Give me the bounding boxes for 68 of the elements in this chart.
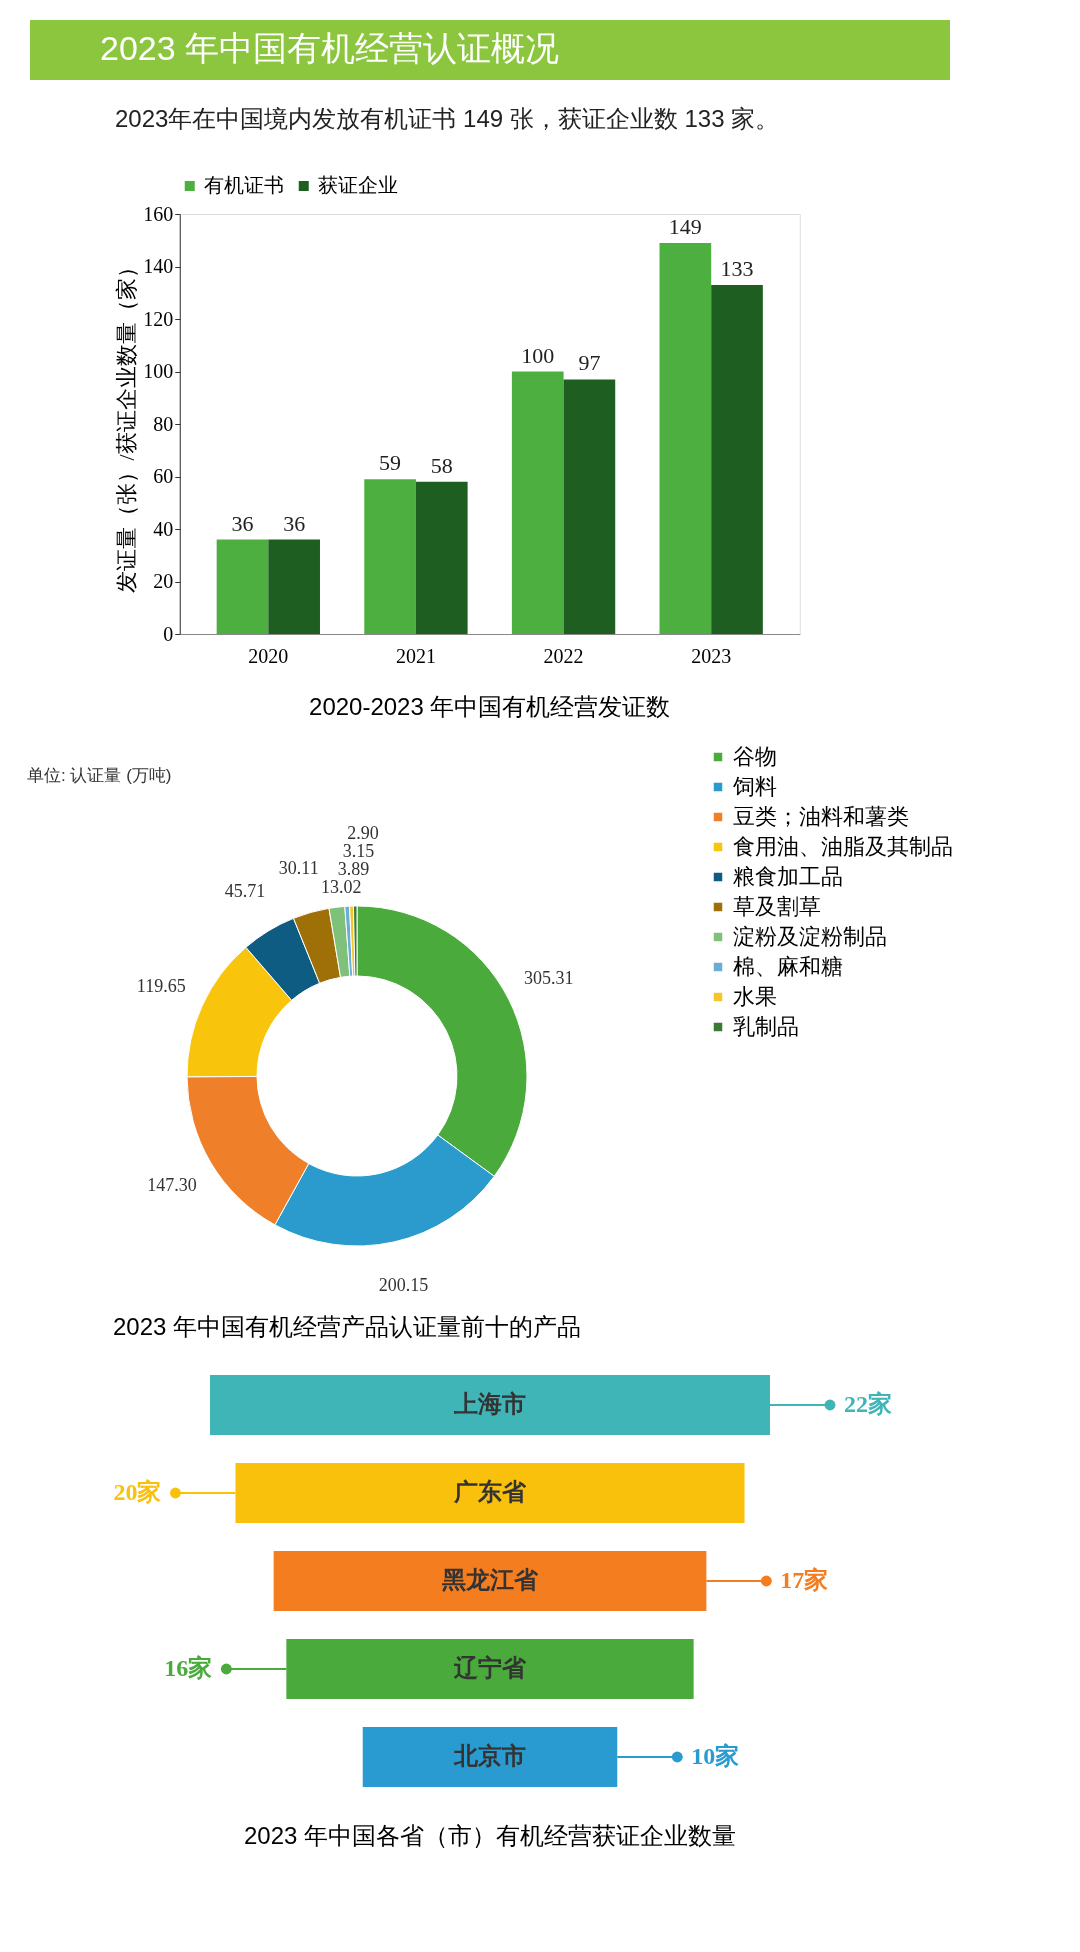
text: 2023年在中国境内发放有机证书 149 张，获证企业数 133 家。 — [115, 105, 780, 132]
legend-label: 豆类；油料和薯类 — [733, 804, 909, 829]
category-label: 北京市 — [453, 1742, 526, 1769]
legend-label: 有机证书 — [203, 174, 284, 196]
data-label: 3.89 — [337, 859, 370, 879]
text: 2023 年中国有机经营产品认证量前十的产品 — [112, 1313, 582, 1340]
data-label: 2.90 — [347, 823, 379, 843]
data-label: 100 — [521, 342, 555, 368]
x-tick-label: 2021 — [395, 644, 436, 667]
legend-label: 水果 — [733, 984, 777, 1009]
category-label: 广东省 — [453, 1478, 527, 1505]
legend-label: 食用油、油脂及其制品 — [733, 834, 953, 859]
text: 2023 年中国各省（市）有机经营获证企业数量 — [243, 1822, 737, 1849]
data-label: 20家 — [113, 1479, 162, 1505]
data-label: 58 — [430, 452, 453, 478]
data-label: 13.02 — [321, 877, 362, 897]
text: 2023 年中国有机经营认证概况 — [100, 29, 560, 67]
text: 单位: 认证量 (万吨) — [27, 766, 172, 785]
legend-label: 草及割草 — [733, 894, 821, 919]
legend-label: 乳制品 — [733, 1014, 799, 1039]
data-label: 36 — [231, 510, 254, 536]
bar — [364, 479, 416, 634]
data-label: 305.31 — [523, 967, 574, 988]
bar — [563, 379, 616, 634]
y-tick-label: 40 — [153, 517, 174, 540]
y-axis-title: 发证量（张）/获证企业数量（家） — [114, 256, 140, 593]
legend-label: 粮食加工品 — [733, 864, 843, 889]
y-tick-label: 80 — [153, 412, 174, 435]
legend-label: 淀粉及淀粉制品 — [733, 924, 887, 949]
data-label: 30.11 — [278, 858, 319, 879]
data-label: 147.30 — [147, 1174, 197, 1195]
legend-label: 谷物 — [733, 744, 777, 769]
y-tick-label: 100 — [143, 360, 174, 382]
bar — [268, 539, 320, 634]
y-tick-label: 140 — [143, 255, 174, 277]
y-tick-label: 120 — [143, 307, 174, 330]
data-label: 10家 — [691, 1743, 740, 1769]
data-label: 97 — [578, 350, 601, 376]
data-label: 133 — [720, 255, 754, 281]
y-tick-label: 60 — [153, 465, 174, 487]
y-tick-label: 160 — [143, 202, 174, 225]
x-tick-label: 2020 — [248, 644, 289, 667]
data-label: 22家 — [844, 1391, 892, 1417]
data-label: 3.15 — [342, 841, 375, 861]
data-label: 45.71 — [224, 881, 266, 902]
bar — [659, 242, 712, 634]
data-label: 200.15 — [378, 1274, 429, 1295]
data-label: 17家 — [780, 1567, 829, 1593]
data-label: 149 — [668, 213, 702, 239]
y-tick-label: 0 — [163, 622, 174, 645]
bar — [216, 539, 269, 634]
legend-label: 棉、麻和糖 — [733, 954, 843, 979]
data-label: 36 — [283, 510, 306, 536]
category-label: 黑龙江省 — [441, 1566, 539, 1593]
legend-label: 饲料 — [732, 774, 777, 799]
legend-label: 获证企业 — [317, 174, 398, 196]
bar — [711, 284, 763, 634]
data-label: 16家 — [164, 1655, 213, 1681]
bar — [511, 371, 564, 634]
data-label: 119.65 — [136, 975, 186, 996]
y-tick-label: 20 — [153, 570, 174, 592]
category-label: 上海市 — [453, 1390, 526, 1417]
text: 2020-2023 年中国有机经营发证数 — [309, 693, 671, 720]
bar — [415, 481, 468, 634]
category-label: 辽宁省 — [453, 1654, 527, 1681]
x-tick-label: 2023 — [691, 644, 732, 667]
x-tick-label: 2022 — [543, 644, 584, 667]
data-label: 59 — [379, 450, 402, 476]
